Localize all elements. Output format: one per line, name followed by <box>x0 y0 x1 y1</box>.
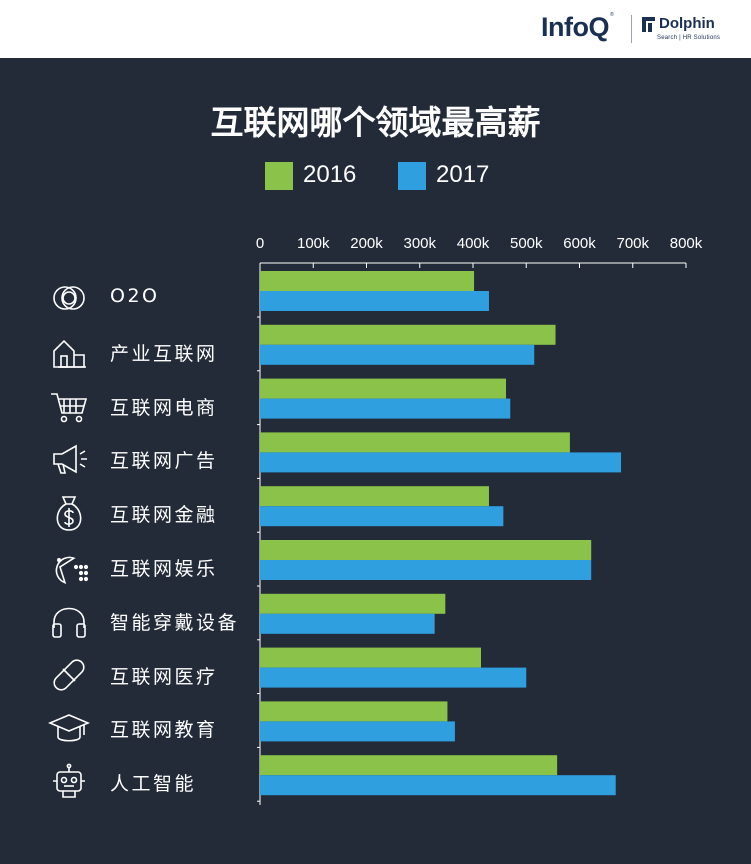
legend-label-2016: 2016 <box>303 161 357 188</box>
bar-2017-7 <box>260 613 435 634</box>
infoq-logo: InfoQ® <box>541 12 614 42</box>
bar-2017-3 <box>260 398 511 419</box>
bar-2017-9 <box>260 721 455 742</box>
money-bag-icon <box>56 496 82 531</box>
header-bar: InfoQ® Dolphin Search | HR Solutions <box>0 0 751 58</box>
dolphin-logo-text: Dolphin <box>659 15 715 32</box>
dolphin-tagline: Search | HR Solutions <box>657 35 721 41</box>
x-tick-label: 700k <box>616 235 649 252</box>
x-tick-label: 500k <box>510 235 543 252</box>
bar-2017-1 <box>260 291 489 311</box>
category-label: 互联网教育 <box>110 719 218 742</box>
category-label: 互联网电商 <box>110 396 218 419</box>
bar-2017-2 <box>260 344 535 365</box>
x-tick-label: 200k <box>350 235 383 252</box>
category-label: 智能穿戴设备 <box>110 611 240 634</box>
category-label: 互联网广告 <box>110 450 218 473</box>
bar-2017-5 <box>260 506 504 527</box>
bar-chart: 0 100k 200k 300k 400k 500k 600k 700k 800k <box>256 235 703 805</box>
legend-label-2017: 2017 <box>436 161 490 188</box>
category-label: 人工智能 <box>110 773 197 796</box>
bar-2016-1 <box>260 271 475 291</box>
pill-icon <box>53 659 85 691</box>
category-label: 产业互联网 <box>110 342 218 365</box>
dolphin-logo-icon <box>642 17 655 32</box>
o2o-coins-icon <box>53 286 85 310</box>
chart-title: 互联网哪个领域最高薪 <box>210 103 541 142</box>
x-tick-label: 800k <box>670 235 703 252</box>
pacman-icon <box>55 556 89 584</box>
category-label: O2O <box>110 285 160 307</box>
robot-icon <box>53 763 85 798</box>
x-tick-label: 600k <box>563 235 596 252</box>
bar-2017-4 <box>260 452 622 473</box>
x-tick-label: 100k <box>297 235 330 252</box>
graduation-cap-icon <box>48 714 90 742</box>
category-label: 互联网医疗 <box>110 665 218 688</box>
bar-2016-5 <box>260 486 489 507</box>
bar-2016-2 <box>260 324 556 345</box>
building-icon <box>53 339 86 368</box>
bar-2016-10 <box>260 755 558 776</box>
megaphone-icon <box>53 445 87 475</box>
category-label: 互联网金融 <box>110 504 218 527</box>
logo-divider <box>631 15 632 43</box>
bar-2016-4 <box>260 432 570 453</box>
bar-2016-6 <box>260 540 592 560</box>
headphones-icon <box>52 607 86 638</box>
x-tick-label: 0 <box>256 235 264 252</box>
x-tick-label: 300k <box>403 235 436 252</box>
category-label: 互联网娱乐 <box>110 558 218 580</box>
x-tick-label: 400k <box>457 235 490 252</box>
bar-2016-7 <box>260 593 446 614</box>
legend-swatch-2017 <box>398 162 426 190</box>
legend-swatch-2016 <box>265 162 293 190</box>
bar-2016-3 <box>260 378 507 399</box>
bar-2017-6 <box>260 560 592 580</box>
bar-2016-8 <box>260 647 481 668</box>
shopping-cart-icon <box>51 392 88 422</box>
bar-2017-8 <box>260 667 527 688</box>
bar-2017-10 <box>260 775 616 796</box>
bar-2016-9 <box>260 701 448 722</box>
